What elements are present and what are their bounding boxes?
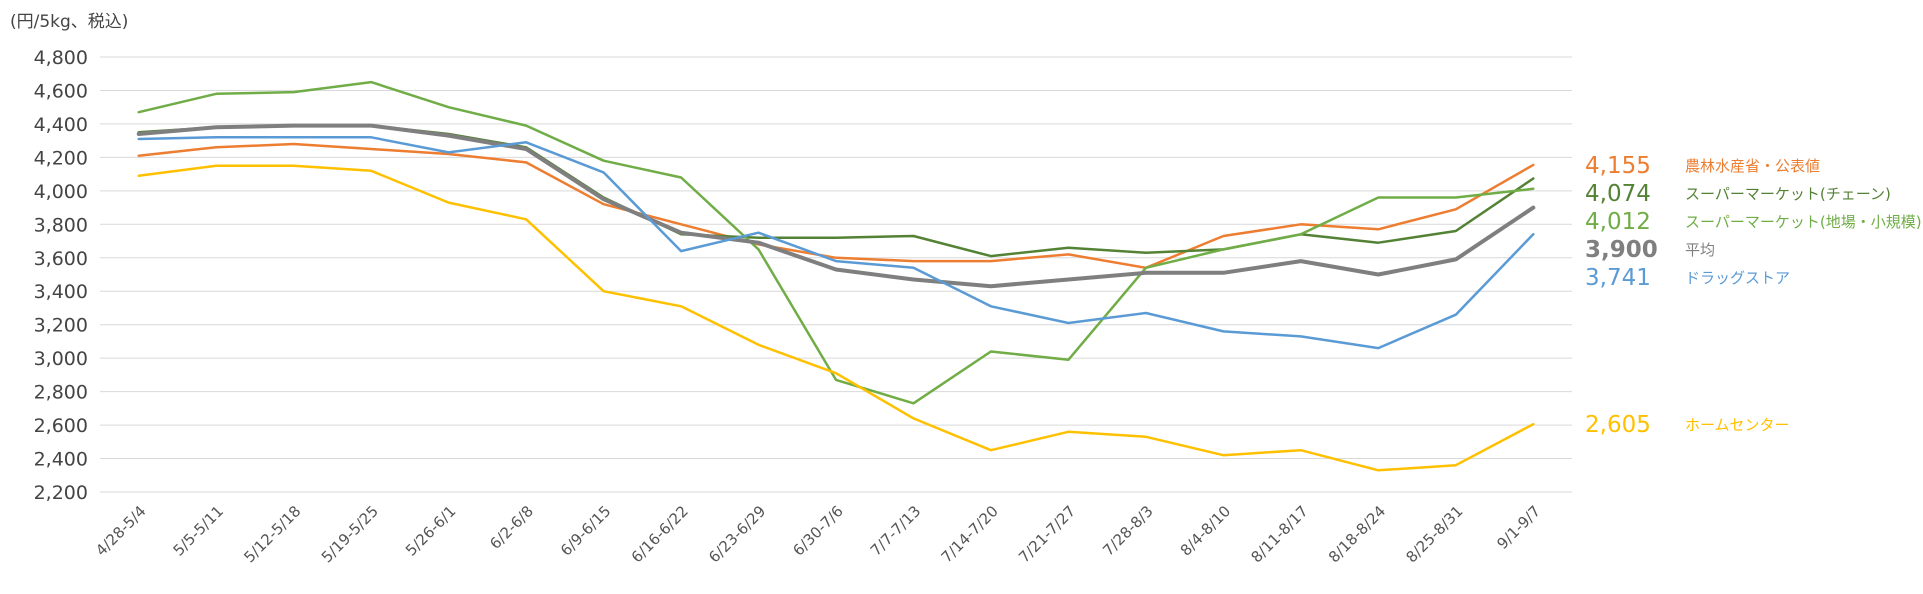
y-tick-label: 4,000: [34, 181, 88, 203]
y-axis-label: (円/5kg、税込): [10, 12, 128, 32]
x-tick-label: 5/26-6/1: [402, 502, 459, 559]
y-axis: 2,200 2,400 2,600 2,800 3,000 3,200 3,400 3,600…: [34, 47, 88, 504]
series-line: [137, 164, 1535, 472]
series-name: スーパーマーケット(チェーン): [1685, 185, 1891, 203]
x-tick-label: 7/7-7/13: [867, 502, 924, 559]
series-end-value: 3,900: [1585, 237, 1658, 263]
series-name: 平均: [1685, 241, 1715, 259]
x-tick-label: 6/9-6/15: [557, 502, 614, 559]
y-tick-label: 4,800: [34, 47, 88, 69]
series-line: [137, 80, 1535, 405]
series-end-value: 2,605: [1585, 412, 1651, 438]
x-tick-label: 5/5-5/11: [170, 502, 227, 559]
x-tick-label: 9/1-9/7: [1493, 502, 1544, 553]
x-tick-label: 7/14-7/20: [938, 502, 1002, 566]
y-tick-label: 3,800: [34, 214, 88, 236]
x-tick-label: 7/28-8/3: [1099, 502, 1156, 559]
series-end-value: 3,741: [1585, 265, 1651, 291]
series-end-label: 3,741 ドラッグストア: [1585, 265, 1790, 291]
series-end-value: 4,074: [1585, 181, 1651, 207]
series-end-label: 4,012 スーパーマーケット(地場・小規模): [1585, 209, 1922, 235]
series-end-label: 4,155 農林水産省・公表値: [1585, 153, 1820, 179]
series-name: スーパーマーケット(地場・小規模): [1685, 213, 1922, 231]
y-tick-label: 2,400: [34, 449, 88, 471]
x-tick-label: 8/11-8/17: [1247, 502, 1311, 566]
x-tick-label: 6/16-6/22: [628, 502, 692, 566]
y-tick-label: 4,200: [34, 147, 88, 169]
y-tick-label: 2,200: [34, 482, 88, 504]
x-tick-label: 8/4-8/10: [1177, 502, 1234, 559]
y-tick-label: 3,600: [34, 248, 88, 270]
y-tick-label: 3,400: [34, 281, 88, 303]
series-name: ドラッグストア: [1685, 269, 1790, 287]
x-tick-label: 5/19-5/25: [318, 502, 382, 566]
y-tick-label: 2,600: [34, 415, 88, 437]
series-line: [137, 142, 1535, 270]
x-tick-label: 5/12-5/18: [240, 502, 304, 566]
y-tick-label: 3,000: [34, 348, 88, 370]
y-tick-label: 3,200: [34, 315, 88, 337]
series-line: [136, 123, 1536, 289]
series-end-label: 3,900 平均: [1585, 237, 1715, 263]
series-name: 農林水産省・公表値: [1685, 157, 1820, 175]
gridlines: [100, 56, 1572, 493]
x-tick-label: 7/21-7/27: [1015, 502, 1079, 566]
x-tick-label: 6/2-6/8: [486, 502, 537, 553]
series-end-value: 4,012: [1585, 209, 1651, 235]
y-tick-label: 2,800: [34, 382, 88, 404]
x-tick-label: 8/18-8/24: [1325, 502, 1389, 566]
x-tick-label: 6/30-7/6: [789, 502, 846, 559]
x-tick-label: 4/28-5/4: [92, 502, 149, 559]
series-end-label: 2,605 ホームセンター: [1585, 412, 1790, 438]
x-tick-label: 8/25-8/31: [1402, 502, 1466, 566]
series-line: [137, 136, 1535, 350]
y-tick-label: 4,600: [34, 80, 88, 102]
x-axis: 4/28-5/4 5/5-5/11 5/12-5/18 5/19-5/25 5/26-6…: [92, 502, 1544, 566]
series-end-label: 4,074 スーパーマーケット(チェーン): [1585, 181, 1891, 207]
series-lines: [136, 80, 1536, 472]
y-tick-label: 4,400: [34, 114, 88, 136]
x-tick-label: 6/23-6/29: [705, 502, 769, 566]
series-end-value: 4,155: [1585, 153, 1651, 179]
series-name: ホームセンター: [1685, 416, 1790, 434]
series-end-labels: 4,155 農林水産省・公表値 4,074 スーパーマーケット(チェーン) 4,012 ス…: [1585, 153, 1922, 438]
